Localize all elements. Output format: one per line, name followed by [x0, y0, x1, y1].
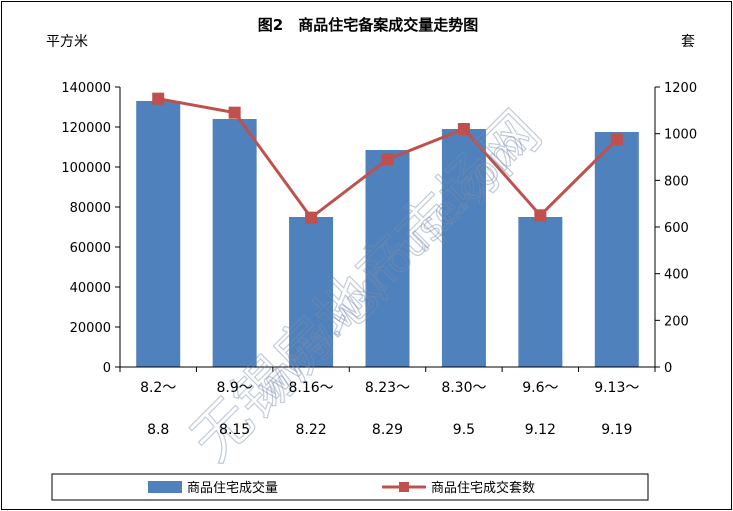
bar	[136, 101, 181, 367]
left-tick-label: 140000	[61, 81, 111, 96]
x-tick-label: 8.2～	[140, 380, 176, 396]
left-tick-label: 80000	[70, 201, 111, 216]
right-tick-label: 1200	[664, 81, 697, 96]
x-tick-label-second-line: 8.15	[219, 422, 250, 438]
bar	[441, 129, 486, 367]
right-tick-label: 800	[664, 174, 689, 189]
left-tick-label: 0	[103, 361, 111, 376]
right-tick-label: 200	[664, 314, 689, 329]
x-tick-label: 9.13～	[594, 380, 639, 396]
right-tick-label: 600	[664, 221, 689, 236]
x-tick-label: 8.23～	[365, 380, 410, 396]
left-tick-label: 40000	[70, 281, 111, 296]
axes: 0 20000 40000 60000 80000 100000 120000 140000 0…	[61, 81, 697, 376]
x-tick-label-second-line: 8.29	[372, 422, 403, 438]
line-marker	[305, 211, 318, 224]
left-tick-label: 120000	[61, 121, 111, 136]
legend-line-marker	[399, 482, 409, 492]
bar	[289, 217, 334, 367]
x-tick-label: 8.16～	[288, 380, 333, 396]
x-tick-label: 9.6～	[522, 380, 558, 396]
legend-bar-label: 商品住宅成交量	[187, 480, 278, 496]
line-marker	[152, 92, 165, 105]
legend-box	[51, 473, 649, 501]
x-axis-labels: 8.2～ 8.8 8.9～ 8.15 8.16～ 8.22 8.23～ 8.29 8.30～ 9.…	[140, 380, 639, 438]
left-tick-label: 100000	[61, 161, 111, 176]
left-tick-label: 60000	[70, 241, 111, 256]
right-tick-label: 1000	[664, 128, 697, 143]
line-marker	[534, 209, 547, 222]
bar-series	[136, 101, 639, 367]
left-tick-label: 20000	[70, 321, 111, 336]
x-tick-label-second-line: 9.19	[601, 422, 632, 438]
line-marker	[228, 106, 241, 119]
x-tick-label-second-line: 8.22	[295, 422, 326, 438]
x-tick-label: 8.30～	[441, 380, 486, 396]
right-axis-unit: 套	[681, 34, 695, 50]
bar	[594, 132, 639, 367]
legend: 商品住宅成交量 商品住宅成交套数	[51, 473, 649, 501]
bar	[518, 217, 563, 367]
x-tick-label-second-line: 9.12	[525, 422, 556, 438]
line-series	[152, 92, 623, 224]
line-marker	[457, 123, 470, 135]
right-tick-label: 400	[664, 268, 689, 283]
chart-title: 图2 商品住宅备案成交量走势图	[258, 16, 478, 34]
line-marker	[381, 153, 394, 166]
left-axis-unit: 平方米	[46, 34, 88, 50]
bar	[212, 119, 257, 367]
x-tick-label-second-line: 8.8	[147, 422, 169, 438]
line-marker	[610, 133, 623, 146]
x-tick-label: 8.9～	[217, 380, 253, 396]
right-tick-label: 0	[664, 361, 672, 376]
legend-line-label: 商品住宅成交套数	[431, 480, 535, 496]
legend-bar-swatch	[148, 481, 182, 493]
x-tick-label-second-line: 9.5	[453, 422, 475, 438]
bar	[365, 150, 410, 367]
